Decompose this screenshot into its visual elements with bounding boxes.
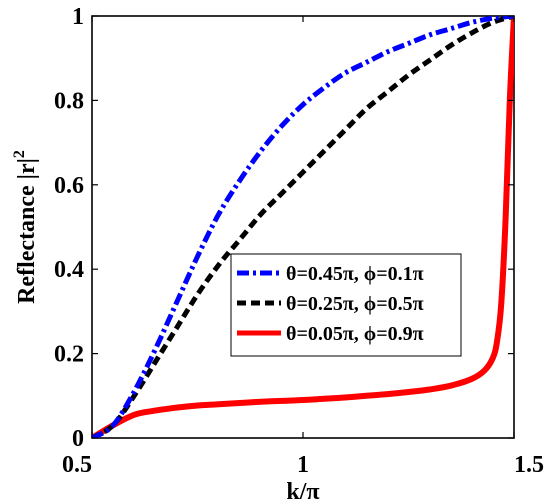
legend: θ=0.45π, ϕ=0.1π θ=0.25π, ϕ=0.5π θ=0.05π,… <box>230 253 462 357</box>
y-tick-label: 0 <box>72 426 84 452</box>
x-tick-label: 1.5 <box>514 452 544 478</box>
y-tick-label: 1 <box>72 4 84 30</box>
y-tick-label: 0.4 <box>54 257 84 283</box>
y-axis-label: Reflectance |r|2 <box>11 150 40 304</box>
series-line-2 <box>92 16 514 438</box>
series-line-1 <box>92 16 514 438</box>
y-tick-label: 0.8 <box>54 88 84 114</box>
tick-layer: 0.5 1 1.5 0 0.2 0.4 0.6 0.8 1 <box>54 4 544 478</box>
x-tick-label: 1 <box>297 452 309 478</box>
series-line-3 <box>92 16 514 438</box>
y-tick-label: 0.2 <box>54 342 84 368</box>
y-tick-label: 0.6 <box>54 173 84 199</box>
x-tick-label: 0.5 <box>62 452 92 478</box>
legend-label-series-3: θ=0.05π, ϕ=0.9π <box>286 323 424 345</box>
y-axis-label-main: Reflectance |r| <box>14 158 40 304</box>
legend-label-series-2: θ=0.25π, ϕ=0.5π <box>286 293 424 315</box>
series-layer <box>92 16 514 438</box>
y-axis-label-superscript: 2 <box>11 150 28 158</box>
plot-area <box>91 15 515 439</box>
legend-label-series-1: θ=0.45π, ϕ=0.1π <box>286 263 424 285</box>
x-axis-label: k/π <box>286 479 319 503</box>
